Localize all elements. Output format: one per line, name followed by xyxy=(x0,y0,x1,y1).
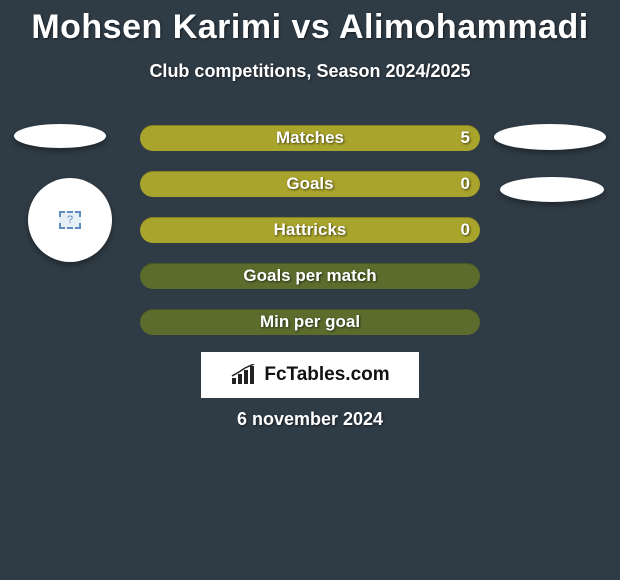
decorative-ellipse-left-top xyxy=(14,124,106,148)
stat-row-hattricks: Hattricks 0 xyxy=(140,217,480,243)
stats-container: Matches 5 Goals 0 Hattricks 0 Goals per … xyxy=(140,125,480,355)
stat-value: 0 xyxy=(461,174,470,194)
page-root: Mohsen Karimi vs Alimohammadi Club compe… xyxy=(0,0,620,580)
stat-row-goals: Goals 0 xyxy=(140,171,480,197)
stat-label: Hattricks xyxy=(274,220,347,240)
stat-label: Matches xyxy=(276,128,344,148)
stat-row-goals-per-match: Goals per match xyxy=(140,263,480,289)
stat-label: Goals xyxy=(286,174,333,194)
avatar-missing-icon: ? xyxy=(59,211,81,229)
page-title: Mohsen Karimi vs Alimohammadi xyxy=(0,0,620,47)
decorative-ellipse-right-top xyxy=(494,124,606,150)
stat-value: 0 xyxy=(461,220,470,240)
decorative-ellipse-right-bottom xyxy=(500,177,604,202)
brand-watermark: FcTables.com xyxy=(201,352,419,398)
generated-date: 6 november 2024 xyxy=(0,409,620,430)
brand-text: FcTables.com xyxy=(264,364,389,386)
stat-value: 5 xyxy=(461,128,470,148)
stat-row-matches: Matches 5 xyxy=(140,125,480,151)
stat-label: Min per goal xyxy=(260,312,360,332)
page-subtitle: Club competitions, Season 2024/2025 xyxy=(0,61,620,82)
stat-label: Goals per match xyxy=(243,266,376,286)
player-avatar-placeholder: ? xyxy=(28,178,112,262)
stat-row-min-per-goal: Min per goal xyxy=(140,309,480,335)
bar-chart-icon xyxy=(230,364,258,386)
